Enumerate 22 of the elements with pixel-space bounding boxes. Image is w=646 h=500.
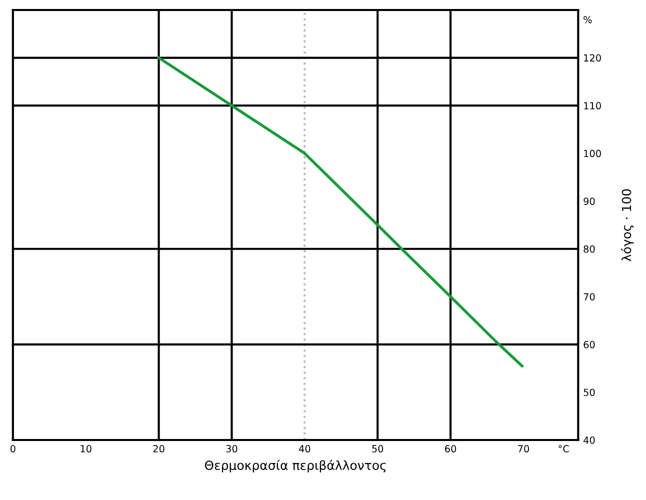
y-tick-label: 60 — [584, 340, 595, 348]
x-tick-label: 60 — [445, 445, 456, 452]
x-tick-label: 20 — [153, 445, 164, 452]
y-tick-label: 90 — [584, 198, 595, 205]
y-tick-label: 50 — [584, 388, 595, 396]
y-tick-label: 40 — [584, 436, 595, 444]
line-series — [157, 56, 524, 368]
y-tick-label: 120 — [584, 54, 601, 62]
x-tick-label: °C — [558, 445, 569, 452]
y-axis-title: λόγος · 100 — [621, 189, 634, 262]
x-tick-label: 10 — [80, 445, 92, 452]
x-tick-label: 50 — [372, 445, 384, 452]
y-tick-label: 110 — [584, 102, 601, 110]
y-tick-label: 70 — [584, 293, 595, 300]
x-tick-label: 30 — [226, 445, 238, 452]
x-tick-label: 70 — [518, 445, 530, 452]
y-tick-label: 100 — [584, 150, 601, 158]
x-tick-label: 0 — [10, 445, 16, 452]
x-tick-label: 40 — [298, 445, 310, 452]
x-axis-title: Θερμοκρασία περιβάλλοντος — [204, 460, 386, 472]
y-tick-label: 80 — [584, 245, 595, 253]
y-tick-label: % — [584, 16, 592, 24]
